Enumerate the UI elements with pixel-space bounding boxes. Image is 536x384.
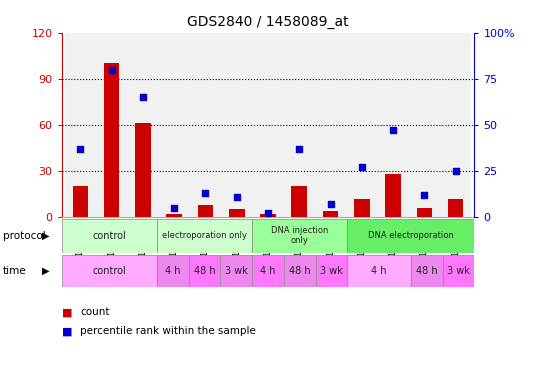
Point: [139, 94, 147, 100]
Bar: [72, 186, 88, 217]
Text: time: time: [3, 266, 26, 276]
Bar: [416, 208, 432, 217]
Text: control: control: [92, 266, 126, 276]
Bar: [229, 209, 244, 217]
Bar: [346, 33, 377, 217]
Point: [76, 146, 85, 152]
Bar: [157, 219, 252, 253]
Bar: [284, 33, 315, 217]
Bar: [135, 123, 151, 217]
Bar: [252, 219, 347, 253]
Bar: [62, 219, 157, 253]
Bar: [157, 255, 189, 287]
Point: [201, 190, 210, 196]
Bar: [166, 214, 182, 217]
Text: ▶: ▶: [42, 231, 49, 241]
Text: ■: ■: [62, 326, 72, 336]
Bar: [252, 255, 284, 287]
Bar: [159, 33, 190, 217]
Bar: [190, 33, 221, 217]
Bar: [347, 255, 411, 287]
Text: control: control: [92, 231, 126, 241]
Bar: [315, 33, 346, 217]
Text: 3 wk: 3 wk: [320, 266, 343, 276]
Text: 3 wk: 3 wk: [447, 266, 470, 276]
Text: electroporation only: electroporation only: [162, 231, 247, 240]
Bar: [292, 186, 307, 217]
Text: ▶: ▶: [42, 266, 49, 276]
Bar: [440, 33, 471, 217]
Bar: [409, 33, 440, 217]
Bar: [316, 255, 347, 287]
Bar: [128, 33, 159, 217]
Text: 4 h: 4 h: [371, 266, 387, 276]
Bar: [189, 255, 220, 287]
Point: [107, 66, 116, 73]
Bar: [411, 255, 443, 287]
Point: [389, 127, 397, 133]
Text: protocol: protocol: [3, 231, 46, 241]
Bar: [448, 199, 464, 217]
Bar: [377, 33, 409, 217]
Bar: [284, 255, 316, 287]
Bar: [443, 255, 474, 287]
Point: [326, 201, 335, 207]
Bar: [252, 33, 284, 217]
Point: [170, 205, 178, 211]
Bar: [347, 219, 474, 253]
Bar: [354, 199, 370, 217]
Text: 48 h: 48 h: [193, 266, 215, 276]
Text: 4 h: 4 h: [260, 266, 276, 276]
Text: DNA electroporation: DNA electroporation: [368, 231, 454, 240]
Point: [420, 192, 429, 198]
Text: count: count: [80, 307, 110, 317]
Text: ■: ■: [62, 307, 72, 317]
Bar: [65, 33, 96, 217]
Text: GDS2840 / 1458089_at: GDS2840 / 1458089_at: [187, 15, 349, 29]
Text: DNA injection
only: DNA injection only: [271, 226, 329, 245]
Point: [233, 194, 241, 200]
Bar: [96, 33, 128, 217]
Bar: [62, 255, 157, 287]
Text: 48 h: 48 h: [289, 266, 310, 276]
Bar: [260, 214, 276, 217]
Point: [295, 146, 303, 152]
Point: [358, 164, 366, 170]
Bar: [221, 33, 252, 217]
Bar: [323, 211, 338, 217]
Text: 48 h: 48 h: [416, 266, 437, 276]
Text: percentile rank within the sample: percentile rank within the sample: [80, 326, 256, 336]
Point: [451, 168, 460, 174]
Bar: [198, 205, 213, 217]
Text: 4 h: 4 h: [165, 266, 181, 276]
Bar: [104, 63, 120, 217]
Point: [264, 210, 272, 216]
Bar: [220, 255, 252, 287]
Text: 3 wk: 3 wk: [225, 266, 248, 276]
Bar: [385, 174, 401, 217]
